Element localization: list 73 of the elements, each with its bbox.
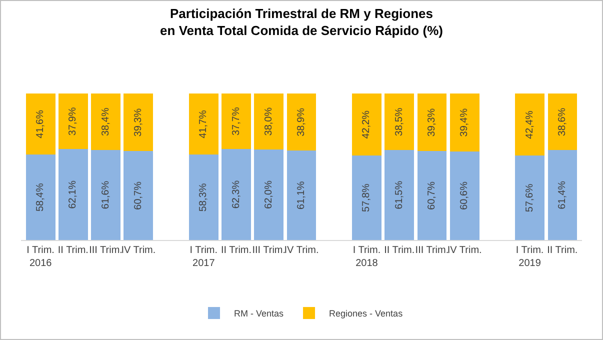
bar — [384, 150, 414, 240]
x-tick-label: II Trim. — [58, 245, 88, 256]
data-label: 38,0% — [263, 107, 274, 136]
data-label: 62,0% — [263, 180, 274, 209]
data-label: 62,3% — [230, 180, 242, 209]
bar — [352, 94, 382, 156]
data-label: 38,6% — [556, 108, 568, 136]
data-label: 41,6% — [35, 110, 46, 138]
bar — [124, 94, 154, 152]
bar — [286, 150, 316, 240]
x-tick-label: IV Trim. — [447, 245, 482, 256]
bar — [188, 94, 218, 155]
bar — [58, 149, 88, 240]
bar — [286, 94, 316, 151]
data-label: 38,5% — [394, 108, 405, 136]
bar — [91, 150, 120, 240]
data-label: 58,3% — [198, 183, 210, 212]
x-tick-label: I Trim. 2018 — [352, 245, 381, 269]
bar — [417, 94, 447, 152]
legend-label: RM - Ventas — [234, 308, 284, 319]
bar — [254, 94, 284, 150]
bar — [417, 151, 447, 240]
bar — [91, 94, 120, 150]
data-label: 39,3% — [426, 108, 438, 137]
data-label: 58,4% — [35, 183, 46, 212]
data-label: 38,4% — [100, 108, 112, 136]
bar — [450, 94, 480, 152]
data-label: 61,1% — [296, 181, 307, 210]
bar — [58, 94, 88, 150]
data-label: 61,6% — [100, 180, 112, 210]
x-tick-label: II Trim. — [547, 245, 578, 256]
chart-title: Participación Trimestral de RM y Regiones en Venta Total Comida de Servicio Rápido (%) — [160, 6, 443, 38]
data-label: 61,5% — [394, 180, 405, 210]
bar — [352, 155, 382, 240]
x-tick-label: IV Trim. — [121, 245, 156, 256]
data-label: 42,4% — [524, 110, 536, 139]
x-tick-label: III Trim. — [252, 245, 286, 256]
data-label: 60,7% — [132, 181, 144, 210]
data-label: 57,8% — [361, 183, 372, 212]
bar — [450, 151, 480, 240]
x-tick-label: I Trim. 2016 — [26, 245, 54, 269]
x-tick-label: IV Trim. — [284, 245, 319, 256]
x-tick-label: I Trim. 2019 — [516, 245, 544, 269]
data-label: 39,4% — [459, 108, 470, 137]
data-label: 38,9% — [296, 108, 307, 136]
bar — [26, 154, 56, 240]
x-tick-label: I Trim. 2017 — [190, 245, 218, 269]
x-tick-label: III Trim. — [415, 245, 449, 256]
x-tick-label: II Trim. — [384, 245, 415, 256]
bar — [26, 94, 56, 155]
bar — [548, 150, 578, 240]
data-label: 60,7% — [426, 181, 438, 210]
data-label: 60,6% — [459, 181, 470, 210]
bar — [124, 151, 154, 240]
legend-label: Regiones - Ventas — [329, 308, 404, 319]
bar — [515, 94, 544, 156]
data-label: 61,4% — [556, 180, 568, 210]
bar — [222, 148, 251, 240]
bar — [548, 94, 578, 150]
bar — [254, 149, 284, 240]
bar — [515, 156, 544, 240]
data-label: 41,7% — [198, 110, 210, 138]
data-label: 42,2% — [361, 110, 372, 139]
data-label: 62,1% — [68, 180, 79, 209]
bar — [188, 154, 218, 240]
bar — [222, 94, 251, 149]
data-label: 37,9% — [68, 107, 79, 136]
x-tick-label: III Trim. — [89, 245, 122, 256]
bar — [384, 94, 414, 150]
x-tick-label: II Trim. — [220, 245, 252, 256]
data-label: 37,7% — [230, 107, 242, 136]
data-label: 39,3% — [132, 108, 144, 137]
data-label: 57,6% — [524, 184, 536, 212]
